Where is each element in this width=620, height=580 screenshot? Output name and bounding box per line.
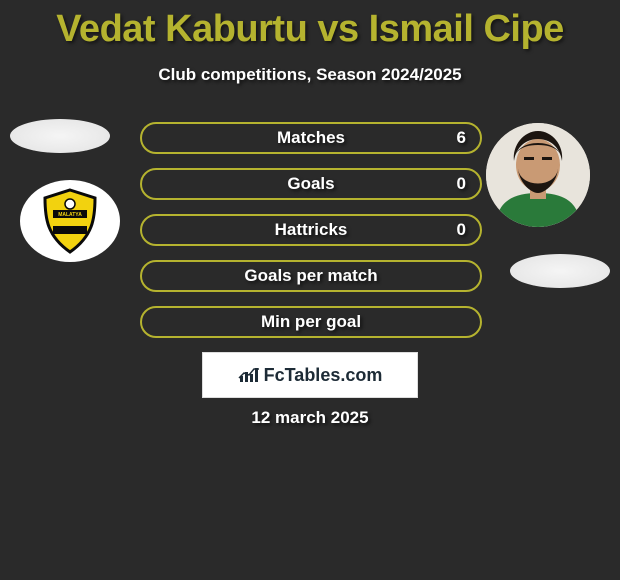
stats-container: Matches 6 Goals 0 Hattricks 0 Goals per … bbox=[140, 122, 482, 352]
stat-label: Goals per match bbox=[142, 262, 480, 290]
stat-label: Hattricks bbox=[142, 216, 480, 244]
stat-row-hattricks: Hattricks 0 bbox=[140, 214, 482, 246]
page-title: Vedat Kaburtu vs Ismail Cipe bbox=[0, 0, 620, 51]
bar-chart-icon bbox=[238, 366, 260, 384]
club-badge-right-placeholder bbox=[510, 254, 610, 288]
generated-date: 12 march 2025 bbox=[0, 408, 620, 428]
stat-row-matches: Matches 6 bbox=[140, 122, 482, 154]
stat-row-goals-per-match: Goals per match bbox=[140, 260, 482, 292]
watermark-text: FcTables.com bbox=[264, 365, 383, 386]
stat-row-min-per-goal: Min per goal bbox=[140, 306, 482, 338]
stat-right-value: 0 bbox=[457, 216, 466, 244]
player-photo-left-placeholder bbox=[10, 119, 110, 153]
stat-label: Min per goal bbox=[142, 308, 480, 336]
watermark-banner: FcTables.com bbox=[202, 352, 418, 398]
subtitle: Club competitions, Season 2024/2025 bbox=[0, 65, 620, 85]
shield-icon: MALATYA bbox=[37, 188, 103, 254]
stat-row-goals: Goals 0 bbox=[140, 168, 482, 200]
player-photo-right bbox=[486, 123, 590, 227]
stat-label: Goals bbox=[142, 170, 480, 198]
avatar-icon bbox=[486, 123, 590, 227]
stat-right-value: 6 bbox=[457, 124, 466, 152]
club-badge-left: MALATYA bbox=[20, 180, 120, 262]
svg-text:MALATYA: MALATYA bbox=[58, 212, 82, 218]
stat-right-value: 0 bbox=[457, 170, 466, 198]
stat-label: Matches bbox=[142, 124, 480, 152]
